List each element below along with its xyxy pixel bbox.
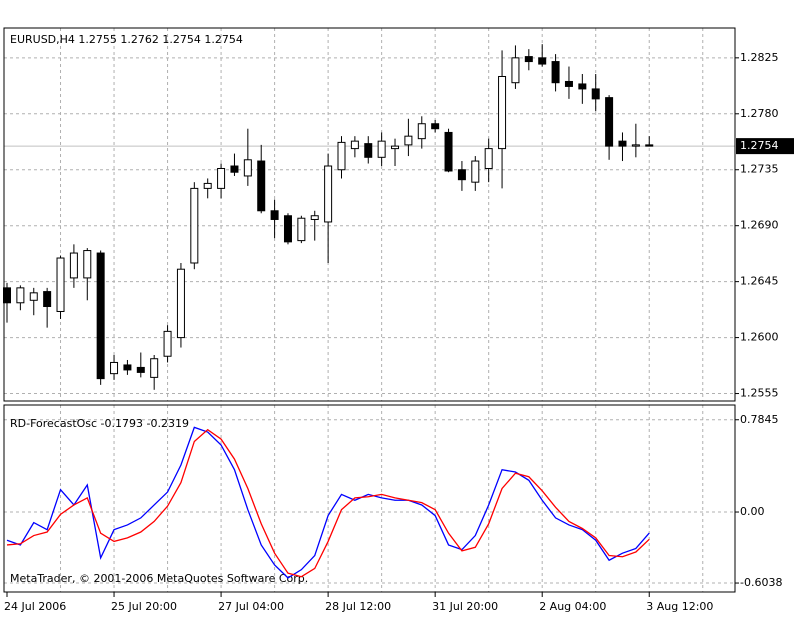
candle-body [377, 140, 386, 158]
candle-body [29, 292, 38, 301]
candle-body [578, 83, 587, 90]
x-tick-label: 31 Jul 20:00 [432, 600, 498, 613]
candle-body [645, 144, 654, 147]
x-tick-label: 27 Jul 04:00 [218, 600, 284, 613]
candle-body [257, 160, 266, 212]
x-tick-label: 28 Jul 12:00 [325, 600, 391, 613]
candle-body [230, 165, 239, 173]
candle-body [163, 330, 172, 357]
y-tick-label: 1.2690 [740, 219, 779, 232]
y-tick-label: 1.2780 [740, 107, 779, 120]
candle-body [591, 88, 600, 100]
candle-body [310, 215, 319, 220]
x-tick-label: 24 Jul 2006 [4, 600, 66, 613]
candle-body [16, 287, 25, 304]
candle-body [243, 159, 252, 177]
panel-frame [3, 404, 736, 593]
candle-body [324, 165, 333, 223]
y-tick-label: -0.6038 [740, 576, 782, 589]
candle-body [404, 135, 413, 146]
current-price-label: 1.2754 [740, 139, 779, 152]
y-tick-label: 1.2645 [740, 275, 779, 288]
candle-body [431, 123, 440, 130]
candle-body [190, 187, 199, 264]
candle-body [524, 56, 533, 63]
candle-body [538, 57, 547, 65]
candle-body [56, 257, 65, 312]
candle-body [350, 140, 359, 150]
y-tick-label: 1.2735 [740, 163, 779, 176]
y-tick-label: 0.7845 [740, 413, 779, 426]
candle-body [96, 252, 105, 380]
candle-body [618, 140, 627, 147]
x-tick-label: 2 Aug 04:00 [539, 600, 606, 613]
x-tick-label: 25 Jul 20:00 [111, 600, 177, 613]
candle-body [110, 361, 119, 375]
candle-body [457, 169, 466, 181]
candle-body [43, 291, 52, 308]
x-tick-label: 3 Aug 12:00 [646, 600, 713, 613]
candle-body [283, 215, 292, 243]
candle-body [444, 131, 453, 172]
candle-body [217, 167, 226, 189]
candle-body [631, 144, 640, 147]
footer: MetaTrader, © 2001-2006 MetaQuotes Softw… [10, 572, 308, 585]
y-tick-label: 1.2825 [740, 51, 779, 64]
candle-body [498, 75, 507, 150]
current-price-box [736, 138, 794, 155]
indicator-line [6, 426, 650, 579]
candle-body [484, 148, 493, 169]
candle-body [69, 252, 78, 279]
candle-body [123, 364, 132, 371]
candle-body [511, 57, 520, 84]
panel-frame [3, 27, 736, 402]
indicator-title: RD-ForecastOsc -0.1793 -0.2319 [10, 417, 189, 430]
candle-body [391, 145, 400, 150]
candle-body [605, 97, 614, 147]
y-tick-label: 1.2555 [740, 387, 779, 400]
y-tick-label: 0.00 [740, 505, 765, 518]
candle-body [270, 210, 279, 220]
candle-body [83, 250, 92, 279]
y-tick-label: 1.2600 [740, 331, 779, 344]
candle-body [364, 143, 373, 158]
indicator-line [6, 428, 650, 578]
candle-body [471, 160, 480, 183]
candle-body [337, 141, 346, 171]
candle-body [176, 268, 185, 339]
candle-body [150, 358, 159, 378]
candle-body [297, 217, 306, 242]
chart-title: EURUSD,H4 1.2755 1.2762 1.2754 1.2754 [10, 33, 243, 46]
candle-body [136, 366, 145, 373]
candle-body [417, 123, 426, 140]
candle-body [203, 182, 212, 189]
candle-body [564, 80, 573, 87]
candle-body [551, 61, 560, 84]
candle-body [3, 287, 11, 304]
